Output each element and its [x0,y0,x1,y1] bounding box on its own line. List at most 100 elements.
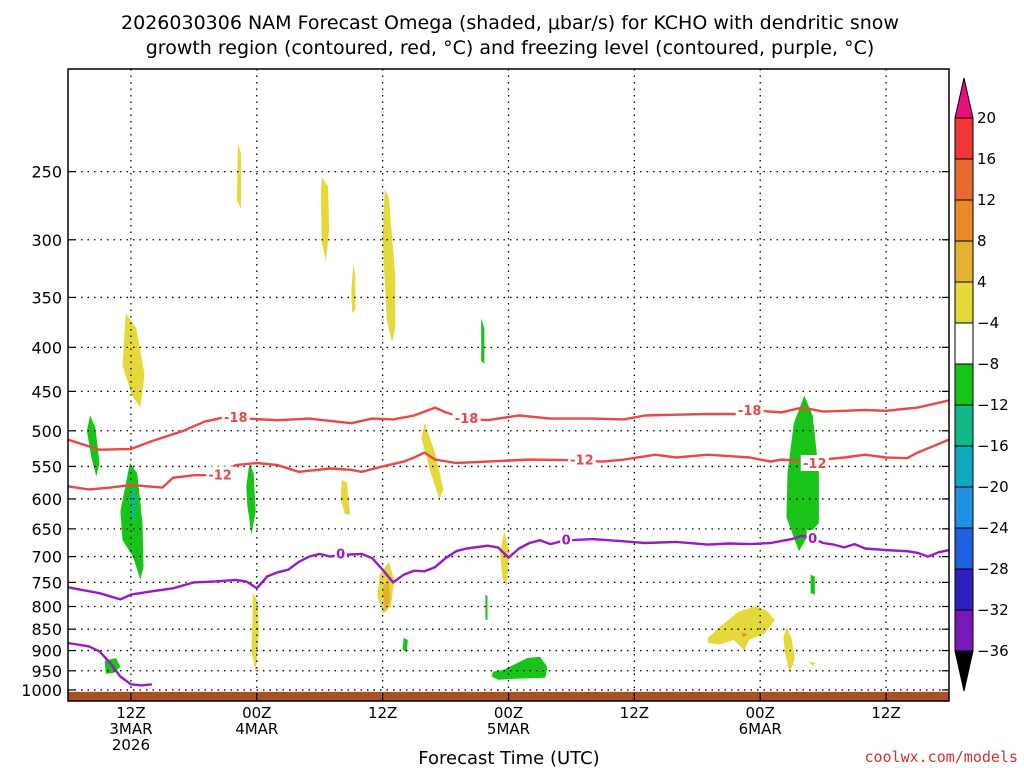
y-tick-label: 550 [31,457,62,476]
gridlines [68,69,949,701]
contour-label-bg [206,466,235,483]
contour-label: 0 [562,534,571,549]
colorbar-swatch [954,404,974,447]
omega-region [382,189,396,343]
x-tick-label: 4MAR [235,720,278,738]
y-tick-label: 650 [31,520,62,539]
colorbar-swatch [954,322,974,365]
colorbar: 20 16 12 8 4 −4 −8 −12 −16 −20 −24 −28 −32 −36 [954,77,1009,692]
x-tick-label: 12Z [368,704,397,722]
omega-region [810,574,815,595]
contour-label: 0 [808,532,817,547]
x-axis-label: Forecast Time (UTC) [418,748,599,768]
contour-label-bg [735,402,764,419]
contour-label-bg [221,409,250,426]
colorbar-label: −16 [977,437,1009,455]
colorbar-label: 8 [977,232,987,250]
colorbar-swatch [954,158,974,201]
omega-region [120,463,144,580]
omega-region [122,313,145,408]
x-tick-label: 5MAR [487,720,530,738]
omega-region [500,531,510,588]
colorbar-swatch [954,445,974,488]
colorbar-label: −24 [977,519,1009,537]
colorbar-label: −4 [977,314,999,332]
colorbar-swatch [954,199,974,242]
y-tick-label: 900 [31,642,62,661]
colorbar-label: −32 [977,601,1009,619]
omega-region [741,632,748,637]
y-tick-label: 250 [31,163,62,182]
omega-region [236,143,242,209]
contour-labels: -18 -18 -18 -12 -12 -12 0 0 0 [206,402,829,562]
chart-title-line-1: 2026030306 NAM Forecast Omega (shaded, μ… [121,12,899,34]
omega-region [707,606,775,651]
contour-label-bg [334,545,347,562]
omega-region [340,479,351,515]
y-tick-label: 1000 [21,681,62,700]
y-tick-label: 300 [31,231,62,250]
colorbar-swatch [954,117,974,160]
plot-area: -18 -18 -18 -12 -12 -12 0 0 0 [67,69,950,701]
x-tick-label: 6MAR [739,720,782,738]
contour-label: -12 [570,454,594,469]
omega-region [491,656,548,680]
colorbar-label: −20 [977,478,1009,496]
x-tick-label: 3MAR [109,720,152,738]
omega-region [783,627,795,673]
colorbar-label: 4 [977,273,987,291]
contour-line [67,534,950,601]
contour-label-bg [800,455,829,472]
y-tick-label: 750 [31,573,62,592]
colorbar-label: −12 [977,396,1009,414]
omega-region [481,318,485,364]
colorbar-label: 12 [977,191,996,209]
omega-region [786,395,819,552]
colorbar-top-arrow [954,77,974,119]
x-tick-label: 00Z [746,704,775,722]
y-tick-label: 450 [31,382,62,401]
contour-label: 0 [336,547,345,562]
contour-label-bg [452,409,481,426]
omega-region [485,594,488,621]
contour-label: -12 [803,457,827,472]
colorbar-label: 16 [977,150,996,168]
y-tick-label: 400 [31,338,62,357]
omega-region [382,579,390,612]
y-tick-label: 950 [31,662,62,681]
contour-label-bg [806,529,819,546]
omega-region [86,415,100,477]
colorbar-label: −28 [977,560,1009,578]
x-tick-label: 00Z [494,704,523,722]
contour-label-bg [560,531,573,548]
contour-label: -18 [738,404,762,419]
y-tick-label: 850 [31,620,62,639]
omega-shading [86,143,819,680]
y-tick-label: 800 [31,598,62,617]
contour-label: -12 [208,468,232,483]
colorbar-swatch [954,527,974,570]
colorbar-swatch [954,486,974,529]
x-tick-label: 2026 [112,736,150,754]
colorbar-swatch [954,281,974,324]
chart-title-line-2: growth region (contoured, red, °C) and f… [146,37,875,59]
x-tick-label: 12Z [116,704,145,722]
x-tick-label: 12Z [871,704,900,722]
contour-line [67,641,153,687]
contour-label: -18 [455,412,479,427]
y-tick-label: 350 [31,288,62,307]
omega-region [402,637,408,653]
x-tick-label: 00Z [242,704,271,722]
colorbar-label: −8 [977,355,999,373]
contour-label-bg [567,451,596,468]
colorbar-swatch [954,363,974,406]
colorbar-swatch [954,240,974,283]
omega-region [421,423,444,499]
colorbar-bottom-arrow [954,650,974,692]
y-tick-label: 700 [31,548,62,567]
y-axis: 250 300 350 400 450 500 550 600 650 700 750 800 850 9… [21,163,949,700]
contour-label: -18 [224,411,248,426]
omega-region [251,592,259,673]
colorbar-swatch [954,568,974,611]
